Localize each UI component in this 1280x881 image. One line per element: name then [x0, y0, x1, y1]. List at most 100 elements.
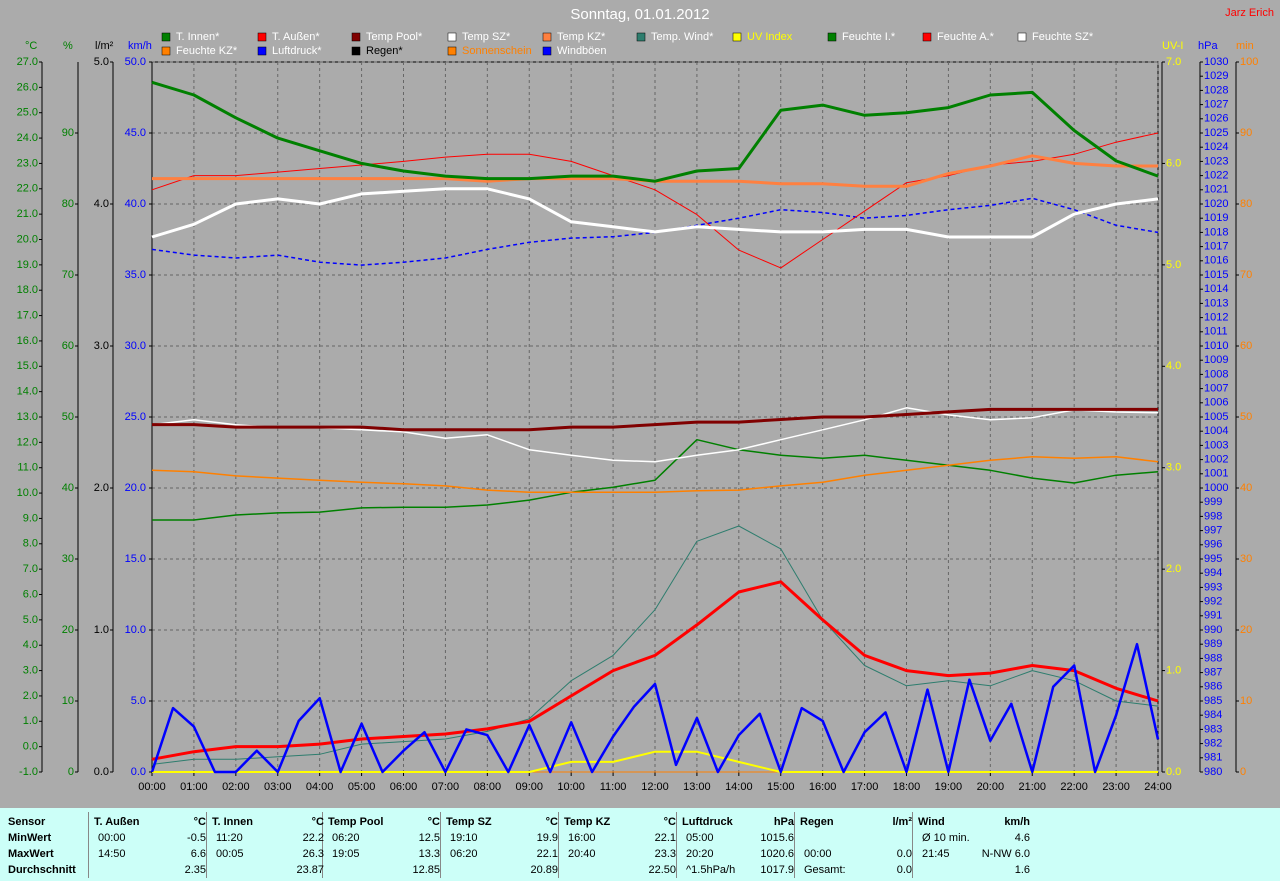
x-tick-label: 11:00: [600, 781, 627, 793]
y-tick-label: 27.0: [17, 56, 38, 68]
cell-value: 26.3: [302, 848, 324, 860]
y-tick-label: 20: [1240, 624, 1252, 636]
y-tick-label: 998: [1204, 510, 1222, 522]
series-line: [151, 187, 1159, 239]
y-tick-label: 20.0: [125, 482, 146, 494]
table-header: Luftdruck: [682, 816, 733, 828]
y-tick-label: 40: [62, 482, 74, 494]
legend-label: Feuchte SZ*: [1032, 31, 1094, 43]
y-tick-label: 0.0: [94, 766, 109, 778]
y-tick-label: 994: [1204, 567, 1222, 579]
y-tick-label: 1020: [1204, 198, 1228, 210]
y-tick-label: 1026: [1204, 113, 1228, 125]
y-tick-label: 70: [1240, 269, 1252, 281]
y-tick-label: 1.0: [94, 624, 109, 636]
legend-swatch: [636, 32, 646, 42]
chart-title: Sonntag, 01.01.2012: [570, 6, 709, 23]
y-tick-label: 999: [1204, 496, 1222, 508]
axis-title: km/h: [128, 40, 152, 52]
y-tick-label: 2.0: [23, 690, 38, 702]
y-tick-label: 1.0: [23, 715, 38, 727]
x-tick-label: 14:00: [725, 781, 753, 793]
x-tick-label: 08:00: [474, 781, 502, 793]
table-divider: [206, 812, 207, 878]
y-tick-label: 1005: [1204, 411, 1228, 423]
y-tick-label: 1029: [1204, 70, 1228, 82]
y-tick-label: 24.0: [17, 132, 38, 144]
cell-value: 1.6: [1014, 864, 1030, 876]
y-tick-label: 2.0: [94, 482, 109, 494]
x-tick-label: 13:00: [683, 781, 711, 793]
legend-label: Feuchte KZ*: [176, 45, 238, 57]
legend-label: T. Außen*: [272, 31, 320, 43]
y-tick-label: 3.0: [23, 664, 38, 676]
y-tick-label: 997: [1204, 525, 1222, 537]
axis-title: %: [63, 40, 73, 52]
table-header: Wind: [918, 816, 945, 828]
cell-value: 1015.6: [760, 832, 794, 844]
legend-label: Temp SZ*: [462, 31, 511, 43]
y-tick-label: 80: [62, 198, 74, 210]
axis-title: l/m²: [95, 40, 114, 52]
y-tick-label: 0.0: [131, 766, 146, 778]
y-tick-label: 1012: [1204, 312, 1228, 324]
legend-swatch: [257, 46, 267, 56]
table-divider: [440, 812, 441, 878]
table-header: Temp Pool: [328, 816, 384, 828]
legend-swatch: [161, 32, 171, 42]
cell-value: 22.2: [302, 832, 324, 844]
table-header-unit: l/m²: [892, 816, 912, 828]
y-tick-label: 1014: [1204, 283, 1228, 295]
cell-time: 00:00: [98, 832, 126, 844]
table-divider: [558, 812, 559, 878]
y-tick-label: 30: [62, 553, 74, 565]
y-tick-label: 20: [62, 624, 74, 636]
legend-label: UV Index: [747, 31, 793, 43]
y-tick-label: 989: [1204, 638, 1222, 650]
row-label: Durchschnitt: [8, 864, 76, 876]
series-line: [151, 525, 1159, 765]
y-tick-label: 21.0: [17, 208, 38, 220]
y-tick-label: 6.0: [23, 588, 38, 600]
cell-time: 16:00: [568, 832, 596, 844]
legend-swatch: [922, 32, 932, 42]
cell-value: 22.1: [536, 848, 558, 860]
series-line: [150, 642, 1160, 774]
y-tick-label: 35.0: [125, 269, 146, 281]
y-tick-label: 60: [1240, 340, 1252, 352]
legend-swatch: [542, 46, 552, 56]
y-tick-label: 1015: [1204, 269, 1228, 281]
cell-value: 22.50: [648, 864, 676, 876]
cell-time: Gesamt:: [804, 864, 846, 876]
y-tick-label: 7.0: [23, 563, 38, 575]
y-tick-label: 982: [1204, 738, 1222, 750]
y-tick-label: 995: [1204, 553, 1222, 565]
y-tick-label: 14.0: [17, 386, 38, 398]
legend-label: Feuchte I.*: [842, 31, 896, 43]
y-tick-label: 9.0: [23, 512, 38, 524]
series-line: [152, 750, 1158, 773]
y-tick-label: 1010: [1204, 340, 1228, 352]
legend-label: Sonnenschein: [462, 45, 532, 57]
x-tick-label: 09:00: [515, 781, 543, 793]
y-tick-label: 1025: [1204, 127, 1228, 139]
series-line: [152, 438, 1159, 521]
cell-value: 22.1: [654, 832, 676, 844]
cell-time: 19:05: [332, 848, 360, 860]
cell-value: 12.5: [418, 832, 440, 844]
y-tick-label: 1024: [1204, 141, 1228, 153]
table-header: Sensor: [8, 816, 46, 828]
y-tick-label: 993: [1204, 581, 1222, 593]
cell-value: 0.0: [896, 848, 912, 860]
legend-label: Temp. Wind*: [651, 31, 714, 43]
author: Jarz Erich: [1225, 7, 1274, 19]
legend-swatch: [542, 32, 552, 42]
series-line: [151, 456, 1159, 494]
y-tick-label: 10.0: [17, 487, 38, 499]
y-tick-label: 18.0: [17, 284, 38, 296]
cell-time: 06:20: [450, 848, 478, 860]
legend-swatch: [827, 32, 837, 42]
cell-value: 1020.6: [760, 848, 794, 860]
axis-title: hPa: [1198, 40, 1218, 52]
x-tick-label: 05:00: [348, 781, 376, 793]
